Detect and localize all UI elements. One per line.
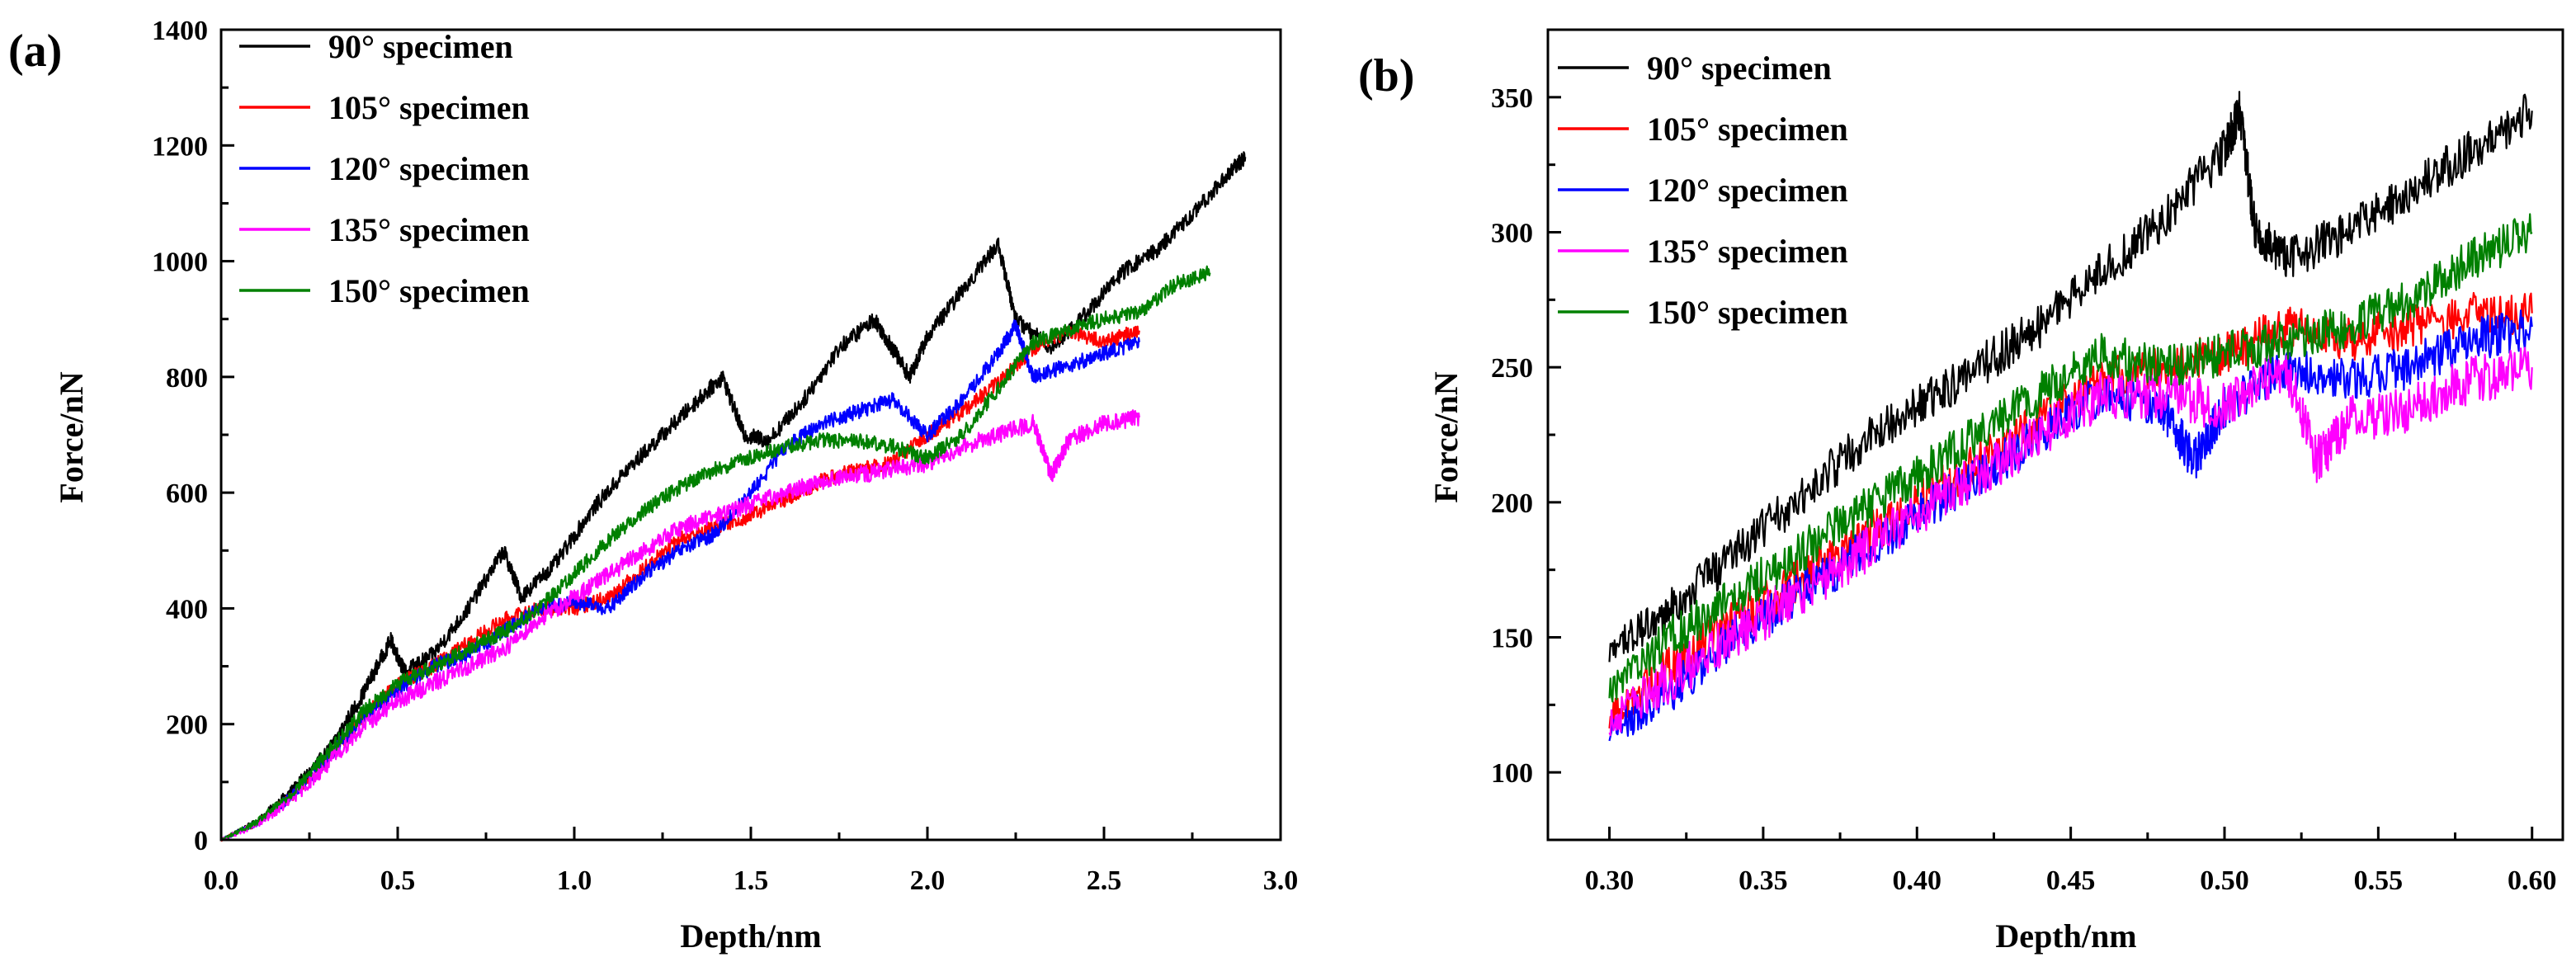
- panel-b-label: (b): [1358, 50, 1414, 101]
- panel-b-series-line-1: [1608, 91, 2533, 662]
- panel-b-x-tick-label: 0.35: [1739, 865, 1788, 896]
- panel-a-x-tick-label: 1.5: [734, 865, 769, 896]
- panel-a-x-tick-label: 2.5: [1087, 865, 1122, 896]
- panel-a-series-line-2: [219, 324, 1140, 842]
- panel-a-x-axis-title: Depth/nm: [680, 917, 821, 955]
- panel-b-plot-frame: [1546, 28, 2564, 842]
- panel-b-y-tick-label: 100: [1491, 758, 1533, 789]
- panel-a: (a) Force/nN Depth/nm 0.0 0.5 1.0 1.5 2.0 2.5…: [8, 16, 1298, 955]
- panel-a-x-tick-label: 1.0: [557, 865, 592, 896]
- panel-b-legend: 90° specimen 105° specimen 120° specimen 13…: [1558, 50, 1848, 331]
- panel-b-x-tick-label: 0.30: [1585, 865, 1635, 896]
- panel-a-legend-label: 105° specimen: [328, 89, 530, 126]
- panel-b-legend-label: 150° specimen: [1647, 294, 1848, 331]
- panel-b-x-tick-label: 0.50: [2200, 865, 2249, 896]
- panel-b-x-tick-label: 0.55: [2354, 865, 2404, 896]
- panel-a-y-tick-label: 200: [166, 710, 208, 741]
- panel-a-legend-label: 135° specimen: [328, 211, 530, 248]
- panel-a-x-tick-label: 0.0: [204, 865, 239, 896]
- panel-a-x-tick-label: 2.0: [910, 865, 946, 896]
- panel-a-ticks: 0.0 0.5 1.0 1.5 2.0 2.5 3.0 0 200 400 600 800 1000 12…: [152, 16, 1298, 896]
- panel-a-x-tick-label: 0.5: [380, 865, 416, 896]
- panel-a-y-tick-label: 600: [166, 479, 208, 509]
- panel-a-legend-label: 150° specimen: [328, 272, 530, 309]
- panel-a-lines: [219, 151, 1247, 842]
- panel-a-legend-label: 120° specimen: [328, 150, 530, 187]
- panel-a-y-tick-label: 1000: [152, 248, 208, 278]
- panel-b-y-tick-label: 350: [1491, 83, 1533, 114]
- panel-b-y-tick-label: 200: [1491, 488, 1533, 519]
- panel-b-series-line-3: [1608, 309, 2533, 742]
- panel-a-series-line-3: [220, 319, 1140, 842]
- panel-a-series-line-4: [220, 409, 1140, 842]
- panel-b-y-tick-label: 150: [1491, 624, 1533, 654]
- panel-b-legend-label: 135° specimen: [1647, 233, 1848, 270]
- panel-b-y-axis-title: Force/nN: [1427, 371, 1465, 502]
- panel-a-label: (a): [8, 26, 62, 77]
- panel-a-x-tick-label: 3.0: [1263, 865, 1299, 896]
- panel-b-lines: [1608, 91, 2533, 742]
- panel-a-y-tick-label: 0: [194, 826, 208, 856]
- panel-a-legend-label: 90° specimen: [328, 28, 513, 65]
- panel-a-series-line-5: [220, 265, 1211, 842]
- panel-b-legend-label: 120° specimen: [1647, 172, 1848, 209]
- panel-b-x-axis-title: Depth/nm: [1995, 917, 2136, 955]
- panel-a-y-tick-label: 1400: [152, 16, 208, 46]
- panel-b: (b) Force/nN Depth/nm 0.30 0.35 0.40 0.45 0.…: [1358, 28, 2564, 955]
- panel-b-series-line-4: [1608, 347, 2533, 737]
- panel-a-plot-frame: [219, 28, 1282, 842]
- panel-b-series-line-5: [1608, 213, 2533, 703]
- panel-b-y-tick-label: 300: [1491, 219, 1533, 249]
- panel-a-y-tick-label: 400: [166, 594, 208, 625]
- panel-a-series-line-1: [220, 151, 1247, 842]
- panel-a-legend: 90° specimen 105° specimen 120° specimen 13…: [239, 28, 530, 309]
- panel-a-y-tick-label: 1200: [152, 131, 208, 162]
- panel-a-y-tick-label: 800: [166, 363, 208, 394]
- panel-a-y-axis-title: Force/nN: [53, 371, 90, 502]
- panel-b-x-tick-label: 0.60: [2508, 865, 2557, 896]
- panel-b-x-tick-label: 0.40: [1893, 865, 1942, 896]
- panel-b-legend-label: 90° specimen: [1647, 50, 1832, 87]
- panel-b-x-tick-label: 0.45: [2046, 865, 2096, 896]
- panel-b-legend-label: 105° specimen: [1647, 111, 1848, 148]
- panel-b-y-tick-label: 250: [1491, 353, 1533, 384]
